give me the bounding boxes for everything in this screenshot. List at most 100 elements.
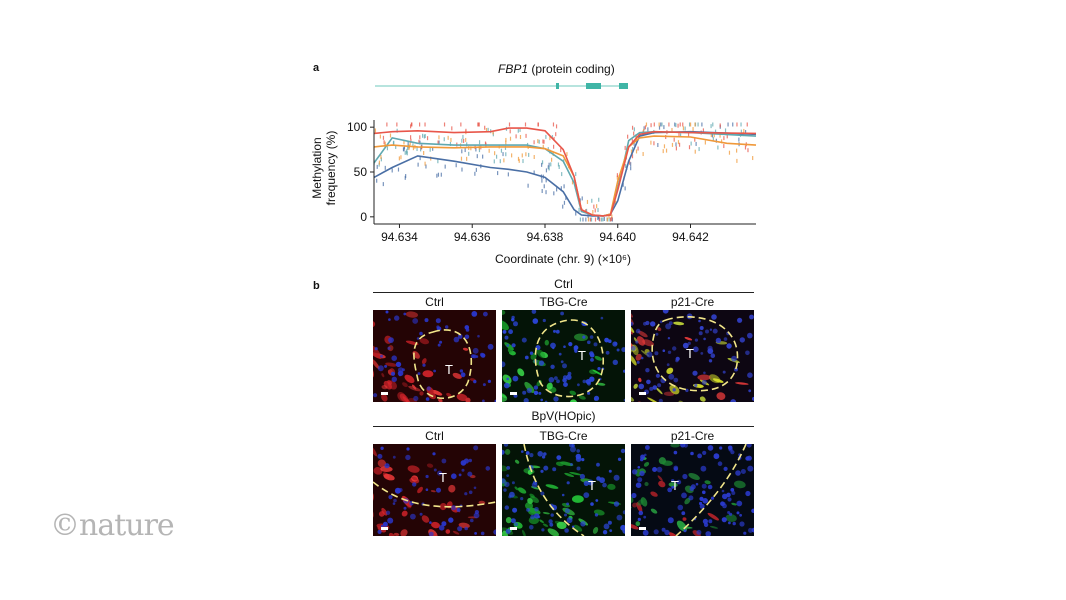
group2-col-tbg-cre: TBG-Cre [539, 429, 588, 443]
methylation-point [499, 159, 501, 164]
tumour-boundary [523, 444, 585, 536]
methylation-point [461, 167, 463, 172]
methylation-point [488, 148, 490, 153]
micrograph-ctrl-tbg-cre: T [502, 310, 625, 402]
methylation-point [643, 126, 645, 131]
methylation-point [746, 122, 748, 127]
methylation-point [633, 131, 635, 136]
methylation-point [396, 122, 398, 127]
methylation-point [376, 164, 378, 169]
methylation-point [611, 217, 613, 222]
panel-b-label: b [313, 280, 320, 292]
methylation-point [515, 134, 517, 139]
methylation-point [537, 139, 539, 144]
micrograph-ctrl-ctrl: T [373, 310, 496, 402]
methylation-point [403, 140, 405, 145]
methylation-point [542, 139, 544, 144]
methylation-point [397, 167, 400, 172]
y-axis-label-line2: frequency (%) [324, 131, 338, 206]
methylation-point [378, 162, 380, 167]
methylation-point [650, 123, 652, 128]
methylation-point [543, 139, 545, 144]
methylation-point [698, 147, 700, 152]
methylation-point [478, 148, 481, 153]
methylation-point [694, 122, 696, 127]
methylation-point [543, 184, 545, 189]
methylation-point [663, 144, 666, 149]
methylation-point [600, 217, 603, 222]
methylation-point [744, 130, 747, 135]
micrograph-bpv-ctrl: T [373, 444, 496, 536]
methylation-point [726, 134, 728, 139]
methylation-point [650, 140, 652, 145]
methylation-point [420, 147, 422, 152]
methylation-point [550, 157, 553, 162]
methylation-point [596, 204, 598, 209]
methylation-point [465, 137, 467, 142]
methylation-point [675, 123, 677, 128]
methylation-series-1 [373, 130, 757, 217]
methylation-point [719, 133, 721, 138]
x-tick-label: 94.642 [672, 230, 709, 244]
gene-exon-2 [586, 83, 601, 89]
methylation-point [548, 166, 550, 171]
methylation-point [384, 141, 386, 146]
methylation-point [533, 140, 535, 145]
methylation-point [537, 122, 539, 127]
methylation-point [465, 128, 467, 133]
gene-exon-1 [556, 83, 559, 89]
methylation-point [505, 152, 507, 157]
methylation-point [545, 134, 547, 139]
methylation-point [450, 137, 452, 142]
methylation-point [528, 152, 530, 157]
methylation-point [562, 204, 564, 209]
x-tick-label: 94.638 [527, 230, 564, 244]
x-tick-label: 94.634 [381, 230, 418, 244]
methylation-point [478, 122, 480, 127]
methylation-point [597, 214, 600, 219]
methylation-point [627, 134, 629, 139]
methylation-point [418, 139, 420, 144]
methylation-point [504, 145, 507, 150]
methylation-point [549, 136, 551, 141]
methylation-point [432, 146, 434, 151]
methylation-point [606, 217, 609, 222]
methylation-point [380, 157, 382, 162]
methylation-point [552, 122, 555, 127]
methylation-point [500, 148, 503, 153]
methylation-point [548, 162, 550, 167]
methylation-point [697, 122, 699, 127]
methylation-point [378, 160, 381, 165]
y-axis-label-line1: Methylation [310, 137, 324, 198]
methylation-point [599, 217, 601, 222]
methylation-point [443, 122, 446, 127]
methylation-point [392, 141, 395, 146]
methylation-point [521, 153, 523, 158]
methylation-point [625, 164, 627, 169]
methylation-point [732, 122, 734, 127]
methylation-point [581, 196, 583, 201]
methylation-point [437, 159, 439, 164]
micrograph-ctrl-p21-cre: T [631, 310, 754, 402]
methylation-point [674, 122, 676, 127]
methylation-point [658, 122, 660, 127]
methylation-point [437, 140, 439, 145]
group2-col-ctrl: Ctrl [425, 429, 444, 443]
group2-title: BpV(HOpic) [531, 409, 596, 423]
methylation-point [598, 197, 600, 202]
methylation-point [684, 126, 686, 131]
methylation-point [391, 168, 393, 173]
methylation-point [560, 148, 562, 153]
methylation-point [563, 184, 565, 189]
scale-bar [510, 527, 517, 530]
methylation-point [661, 122, 663, 127]
methylation-point [566, 152, 568, 157]
methylation-point [724, 128, 727, 133]
methylation-point [447, 135, 449, 140]
gene-title: FBP1 (protein coding) [498, 62, 615, 76]
methylation-point [380, 155, 382, 160]
methylation-point [492, 130, 494, 135]
methylation-point [701, 122, 703, 127]
methylation-point [426, 136, 429, 141]
methylation-point [727, 122, 729, 127]
